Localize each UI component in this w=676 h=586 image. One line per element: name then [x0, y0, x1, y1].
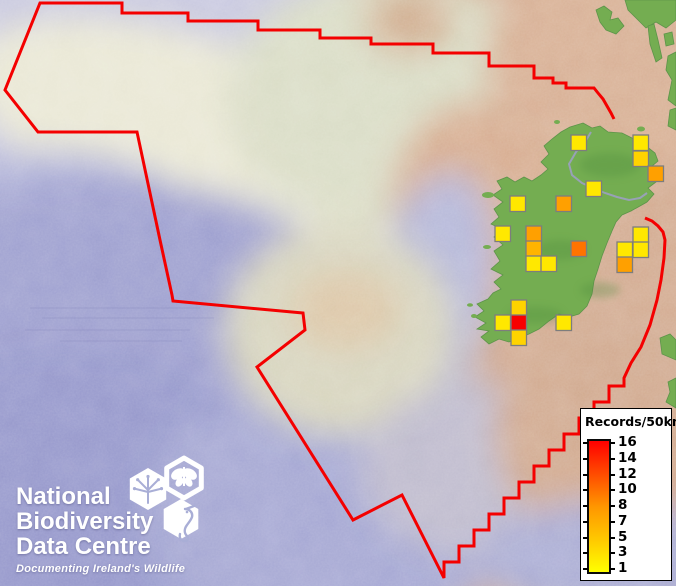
record-cell — [632, 241, 650, 259]
legend-tick-mark — [610, 536, 615, 539]
legend-tick-mark — [583, 505, 588, 507]
record-cell — [585, 180, 603, 198]
logo-tagline: Documenting Ireland's Wildlife — [16, 563, 186, 575]
record-cell — [540, 255, 558, 273]
legend-tick-mark — [610, 505, 615, 507]
offshore-islands — [467, 120, 645, 318]
galloway-coast — [665, 51, 676, 107]
wales-coast — [659, 333, 676, 361]
scotland-mainland — [624, 0, 676, 29]
scotland-islands — [595, 5, 625, 35]
ireland-landmass — [474, 122, 660, 345]
legend-tick-label: 3 — [618, 544, 628, 561]
legend-panel: Records/50km 16 14 12 10 8 7 5 3 1 — [580, 408, 676, 581]
record-cell — [525, 240, 543, 258]
record-cell — [555, 195, 573, 213]
record-cell — [525, 225, 543, 243]
logo-hexagons — [129, 455, 204, 543]
legend-color-bar — [587, 439, 611, 574]
legend-title: Records/50km — [585, 414, 676, 429]
record-cell — [510, 329, 528, 347]
legend-tick-mark — [583, 442, 588, 444]
record-cell — [525, 255, 543, 273]
record-cell — [616, 256, 634, 274]
legend-tick-label: 5 — [618, 528, 628, 545]
legend-tick-mark — [610, 442, 615, 444]
nbdc-logo: National Biodiversity Data Centre Docume… — [16, 484, 276, 575]
record-cell — [494, 314, 512, 332]
tree-hexagon-icon — [129, 468, 167, 510]
record-cell — [570, 134, 588, 152]
record-cell — [632, 150, 650, 168]
legend-tick-mark — [583, 457, 588, 460]
legend-tick-label: 12 — [618, 465, 637, 482]
survey-track-lines — [25, 307, 214, 342]
record-cell — [555, 314, 573, 332]
designated-area-boundary — [3, 1, 667, 579]
legend-tick-mark — [610, 489, 615, 492]
legend-tick-mark — [583, 552, 588, 555]
record-cell — [494, 225, 512, 243]
record-cell — [510, 314, 528, 332]
record-grid — [494, 134, 665, 347]
legend-tick-mark — [610, 552, 615, 555]
logo-line-3: Data Centre — [16, 533, 151, 560]
legend-tick-label: 16 — [618, 434, 637, 450]
seahorse-hexagon-icon — [163, 499, 199, 543]
legend-tick-label: 1 — [618, 560, 628, 576]
record-cell — [510, 299, 528, 317]
legend-tick-mark — [610, 568, 615, 570]
record-cell — [616, 241, 634, 259]
legend-tick-mark — [583, 520, 588, 523]
legend-tick-mark — [610, 520, 615, 523]
legend-tick-label: 8 — [618, 497, 628, 513]
kintyre-peninsula — [647, 23, 663, 63]
record-cell — [509, 195, 527, 213]
wales-coast-2 — [665, 377, 676, 409]
legend-tick-mark — [583, 489, 588, 492]
record-cell — [632, 134, 650, 152]
record-cell — [647, 165, 665, 183]
butterfly-hexagon-icon — [164, 455, 204, 501]
legend-tick-label: 10 — [618, 481, 637, 498]
record-cell — [570, 240, 588, 258]
legend-tick-label: 7 — [618, 512, 628, 529]
legend-tick-mark — [583, 536, 588, 539]
logo-line-2: Biodiversity — [16, 508, 154, 535]
britain-land — [595, 0, 676, 409]
record-cell — [632, 226, 650, 244]
legend-tick-mark — [610, 457, 615, 460]
ireland-hill-shading — [507, 153, 640, 323]
arran-island — [663, 31, 675, 47]
legend-tick-mark — [583, 473, 588, 476]
legend-tick-mark — [610, 473, 615, 476]
legend-tick-label: 14 — [618, 449, 637, 466]
galloway-coast-2 — [667, 107, 676, 131]
legend-tick-mark — [583, 568, 588, 570]
logo-line-1: National — [16, 483, 111, 510]
